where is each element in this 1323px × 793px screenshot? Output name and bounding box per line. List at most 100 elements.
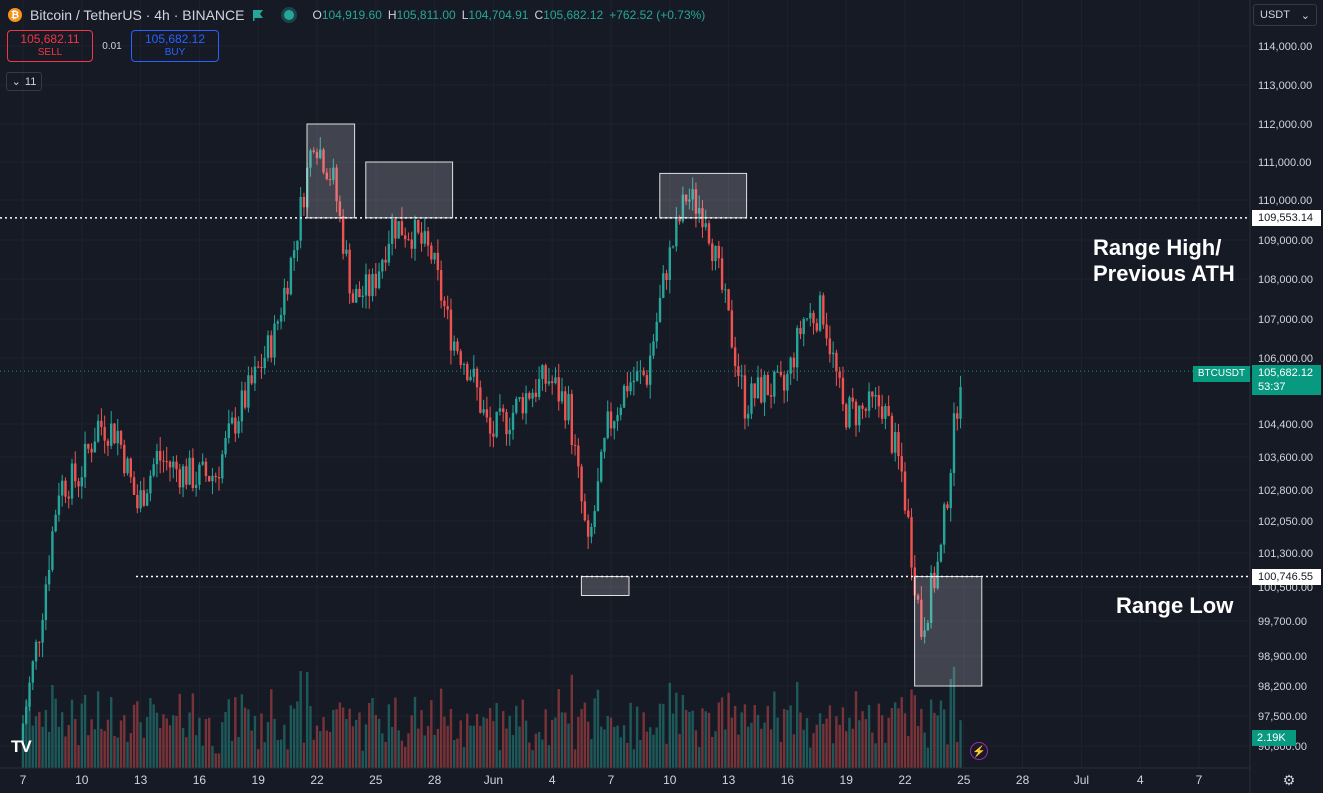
time-tick-label: 22 [898, 773, 912, 787]
volume-bar [482, 717, 485, 768]
volume-bar [609, 717, 613, 768]
volume-bar [28, 698, 31, 768]
volume-bars [21, 666, 962, 768]
time-tick-label: 16 [781, 773, 795, 787]
candle-body [616, 415, 619, 422]
time-tick-label: 19 [840, 773, 854, 787]
volume-bar [469, 725, 472, 768]
tradingview-logo-icon[interactable]: TV [11, 737, 32, 756]
candle-body [727, 289, 730, 311]
buy-button[interactable]: 105,682.12 BUY [131, 30, 219, 62]
indicators-toggle[interactable]: ⌄ 11 [6, 72, 42, 91]
volume-bar [903, 713, 907, 768]
volume-bar [580, 709, 583, 768]
time-tick-label: 25 [957, 773, 971, 787]
gear-icon[interactable]: ⚙ [1282, 771, 1296, 788]
candle-body [119, 430, 123, 445]
volume-bar [208, 717, 211, 768]
candle-body [270, 335, 273, 358]
candle-body [916, 595, 920, 600]
volume-bar [616, 725, 619, 768]
volume-bar [567, 723, 570, 768]
time-tick-label: Jun [484, 773, 503, 787]
candle-body [511, 412, 515, 430]
currency-select[interactable]: USDT ⌄ [1253, 4, 1317, 26]
candle-body [377, 271, 381, 289]
volume-bar [165, 718, 168, 768]
candle-body [446, 306, 449, 310]
candle-body [508, 429, 511, 435]
candle-body [234, 417, 237, 434]
lightning-icon[interactable]: ⚡ [970, 742, 988, 760]
volume-bar [570, 674, 573, 768]
candle-body [31, 661, 34, 683]
candle-body [240, 390, 244, 422]
volume-bar [684, 709, 688, 768]
volume-bar [247, 709, 250, 768]
candle-body [515, 398, 518, 413]
volume-bar [557, 689, 560, 768]
volume-bar [845, 731, 848, 768]
candle-body [688, 199, 691, 202]
symbol-title[interactable]: Bitcoin / TetherUS · 4h · BINANCE [30, 7, 245, 23]
candle-body [691, 189, 694, 200]
sell-button[interactable]: 105,682.11 SELL [7, 30, 93, 62]
candle-body [848, 397, 851, 428]
volume-bar [377, 718, 381, 768]
volume-bar [809, 747, 812, 768]
time-tick-label: 13 [722, 773, 736, 787]
volume-bar [338, 702, 342, 768]
volume-bar [341, 707, 345, 768]
volume-bar [626, 742, 629, 768]
volume-bar [83, 694, 87, 768]
candle-body [743, 375, 747, 419]
candle-body [345, 249, 348, 254]
candle-body [191, 457, 195, 488]
candle-body [208, 476, 211, 482]
volume-bar [897, 708, 900, 768]
volume-bar [933, 712, 936, 768]
highlight-boxes [306, 123, 983, 687]
candle-body [123, 444, 126, 474]
candle-body [933, 572, 936, 589]
volume-bar [838, 724, 841, 768]
price-tick-label: 107,000.00 [1258, 314, 1313, 326]
volume-bar [289, 705, 293, 768]
volume-bar [145, 717, 149, 768]
candle-body [217, 477, 221, 479]
volume-bar [436, 728, 440, 768]
flag-icon[interactable] [252, 9, 264, 21]
volume-bar [779, 741, 783, 768]
candle-body [776, 371, 779, 373]
time-tick-label: 7 [1196, 773, 1203, 787]
candle-body [459, 351, 462, 365]
candle-body [815, 323, 818, 331]
volume-bar [325, 730, 328, 768]
volume-bar [681, 694, 685, 768]
candle-body [874, 395, 877, 397]
candle-body [250, 375, 253, 384]
candle-body [368, 274, 371, 297]
volume-bar [132, 704, 136, 768]
time-tick-label: 19 [252, 773, 266, 787]
volume-bar [505, 728, 508, 768]
candle-body [198, 464, 201, 485]
candle-body [926, 622, 930, 631]
candle-body [70, 463, 74, 499]
volume-bar [273, 718, 276, 768]
candle-body [67, 496, 70, 499]
volume-bar [923, 732, 926, 768]
candle-body [469, 376, 472, 381]
candle-body [675, 218, 678, 247]
volume-bar [433, 734, 436, 768]
candle-body [351, 293, 355, 303]
candle-body [769, 395, 773, 397]
candle-body [453, 341, 456, 351]
candle-body [812, 312, 815, 324]
candle-body [665, 273, 668, 281]
volume-bar [871, 732, 874, 768]
volume-bar [34, 716, 38, 768]
volume-bar [394, 697, 397, 768]
volume-bar [573, 749, 577, 768]
